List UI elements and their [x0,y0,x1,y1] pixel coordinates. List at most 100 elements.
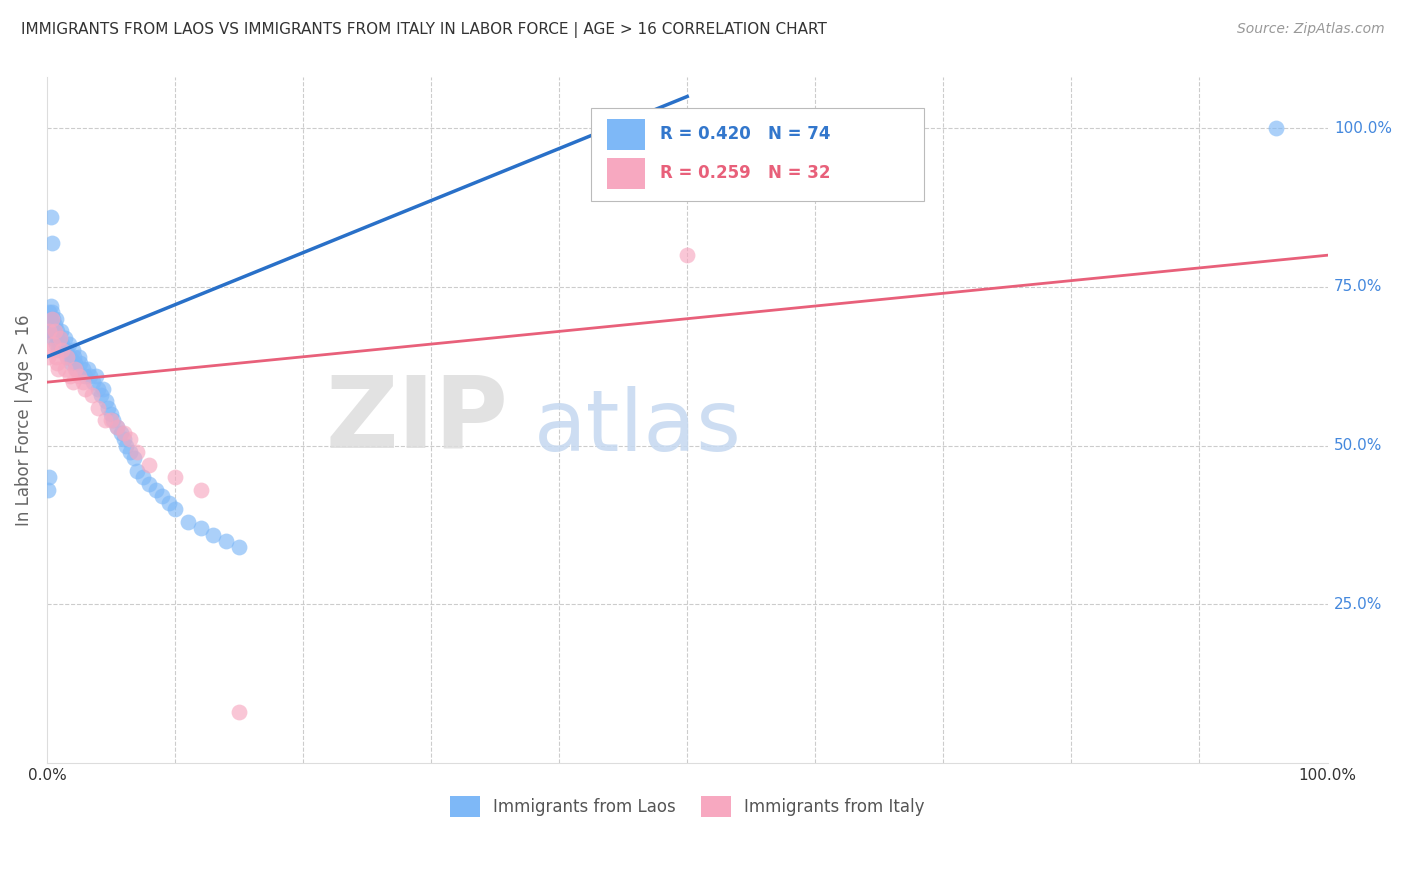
Point [41,318,63,332]
Point [94,394,117,409]
Point [46,331,69,345]
Point [100,407,122,421]
Text: 50.0%: 50.0% [1334,438,1382,453]
FancyBboxPatch shape [606,119,645,150]
Point [38,318,60,332]
Point [44,318,66,332]
Point [72,362,94,376]
Point [62,350,84,364]
Point [67,368,90,383]
Point [41,305,63,319]
Point [72,375,94,389]
Point [38,305,60,319]
Point [42,337,65,351]
Point [62,375,84,389]
Text: ZIP: ZIP [325,372,508,469]
Point [48,331,70,345]
Legend: Immigrants from Laos, Immigrants from Italy: Immigrants from Laos, Immigrants from It… [443,789,931,823]
Point [41,311,63,326]
Point [122,451,145,466]
Point [38,470,60,484]
Point [110,425,132,440]
Point [177,515,200,529]
Point [120,433,142,447]
Point [100,413,122,427]
Point [63,362,86,376]
Point [45,311,67,326]
Point [49,325,72,339]
Point [115,439,138,453]
Point [190,483,212,497]
Point [69,356,91,370]
Point [45,337,67,351]
Point [44,325,66,339]
Point [39,343,62,358]
Point [91,382,114,396]
Point [48,337,70,351]
Point [53,331,76,345]
Point [63,356,86,370]
Point [93,413,115,427]
Point [138,458,160,472]
Point [48,337,70,351]
Point [51,337,73,351]
Point [62,343,84,358]
Point [52,343,75,358]
Point [37,483,59,497]
Text: 25.0%: 25.0% [1334,597,1382,612]
Point [138,476,160,491]
Point [228,541,250,555]
Point [75,382,97,396]
Point [1265,121,1288,136]
Point [75,368,97,383]
Point [97,401,120,415]
Point [59,368,82,383]
Point [48,362,70,376]
Point [87,401,110,415]
Point [163,470,186,484]
Point [39,325,62,339]
Point [103,413,125,427]
Point [37,350,59,364]
Point [56,350,79,364]
Point [215,533,238,548]
Point [41,325,63,339]
Point [48,343,70,358]
Point [37,325,59,339]
Point [55,343,77,358]
Point [60,356,83,370]
Text: 100.0%: 100.0% [1334,120,1392,136]
Point [105,419,128,434]
Point [145,483,167,497]
Point [82,375,104,389]
Point [58,337,80,351]
Text: 75.0%: 75.0% [1334,279,1382,294]
Point [228,706,250,720]
Point [87,382,110,396]
Point [120,445,142,459]
Point [38,311,60,326]
Point [76,362,98,376]
Point [150,490,173,504]
Point [80,388,103,402]
Point [38,325,60,339]
Text: IMMIGRANTS FROM LAOS VS IMMIGRANTS FROM ITALY IN LABOR FORCE | AGE > 16 CORRELAT: IMMIGRANTS FROM LAOS VS IMMIGRANTS FROM … [21,22,827,38]
Point [157,496,180,510]
Point [163,502,186,516]
Point [45,350,67,364]
Point [90,388,112,402]
Point [42,325,65,339]
Point [84,368,107,383]
Point [46,356,69,370]
Point [105,419,128,434]
Point [59,350,82,364]
Text: R = 0.259   N = 32: R = 0.259 N = 32 [661,164,831,183]
Point [39,299,62,313]
Point [79,368,101,383]
Point [67,350,90,364]
Point [125,445,148,459]
Point [125,464,148,478]
Point [51,343,73,358]
Point [39,210,62,224]
Point [65,362,87,376]
